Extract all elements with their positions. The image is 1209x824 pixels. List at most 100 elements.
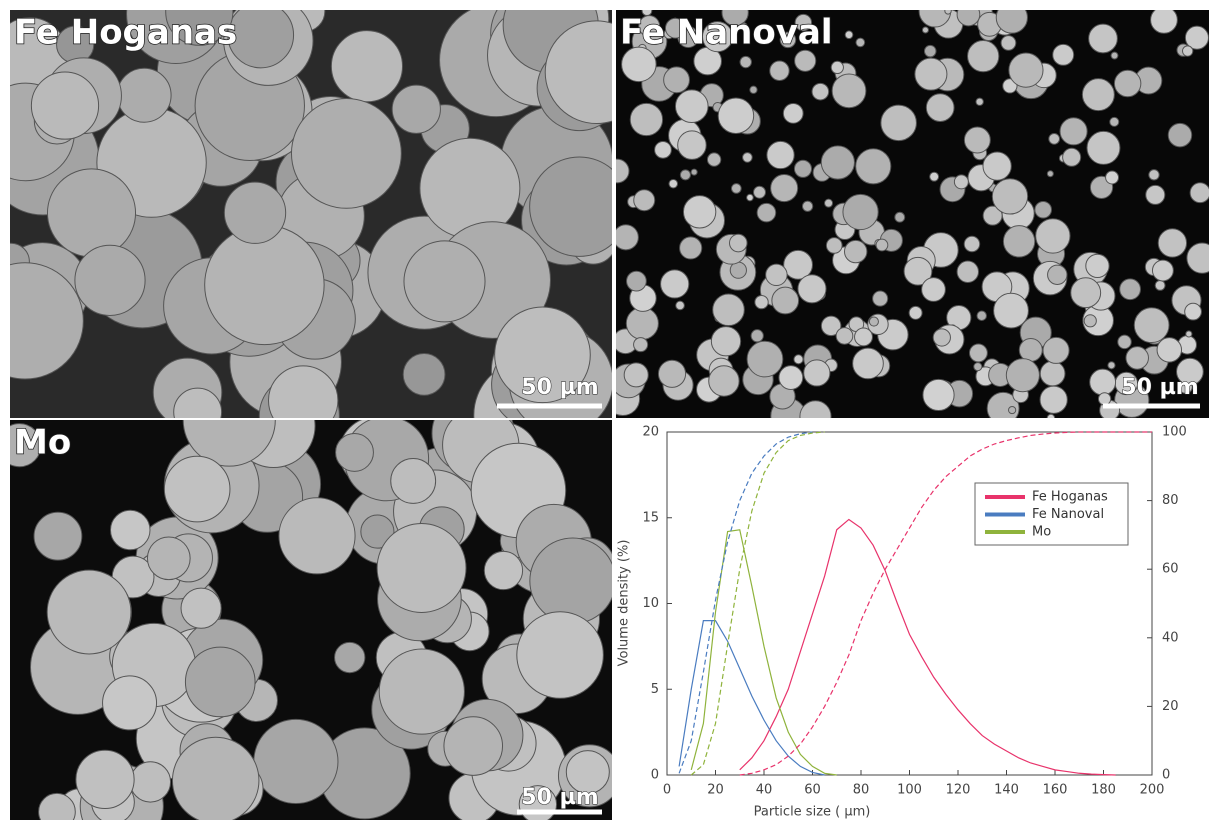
- y2-tick-label: 40: [1162, 630, 1179, 645]
- particle: [856, 38, 865, 47]
- particle: [336, 433, 374, 471]
- particle: [926, 94, 954, 122]
- particle: [1151, 7, 1178, 34]
- particle: [75, 245, 145, 315]
- particle: [767, 141, 794, 168]
- particle: [47, 169, 135, 257]
- y-tick-label: 15: [642, 510, 659, 525]
- particle: [915, 58, 947, 90]
- x-tick-label: 20: [707, 783, 724, 798]
- scale-label: 50 µm: [521, 785, 598, 810]
- y-tick-label: 10: [642, 596, 659, 611]
- legend-label: Fe Hoganas: [1032, 490, 1108, 505]
- particle: [821, 146, 854, 179]
- particle: [680, 170, 690, 180]
- particle: [740, 56, 751, 67]
- scale-label: 50 µm: [521, 375, 598, 400]
- particle: [804, 360, 830, 386]
- particle: [1106, 171, 1119, 184]
- particle: [1049, 133, 1060, 144]
- particle: [403, 353, 445, 395]
- particle: [1110, 117, 1119, 126]
- y-tick-label: 5: [651, 682, 659, 697]
- particle: [1120, 279, 1141, 300]
- particle: [1146, 185, 1165, 204]
- particle: [718, 98, 753, 133]
- particle: [826, 238, 842, 254]
- particle: [1086, 254, 1109, 277]
- particle: [391, 459, 436, 504]
- particle: [76, 750, 134, 808]
- particle: [1043, 337, 1069, 363]
- particle: [1118, 335, 1131, 348]
- particle: [630, 103, 662, 135]
- x-tick-label: 180: [1091, 783, 1116, 798]
- particle: [843, 194, 878, 229]
- particle: [377, 524, 466, 613]
- density-line: [740, 519, 1116, 775]
- x-tick-label: 100: [897, 783, 922, 798]
- particle: [747, 194, 754, 201]
- particle: [634, 190, 655, 211]
- particle: [881, 105, 916, 140]
- particle: [130, 762, 170, 802]
- particle: [254, 719, 338, 803]
- particle: [930, 172, 939, 181]
- particle: [1063, 148, 1081, 166]
- particle: [634, 338, 648, 352]
- particle: [711, 327, 740, 356]
- particle: [757, 203, 776, 222]
- y-tick-label: 20: [642, 425, 659, 440]
- particle: [754, 186, 766, 198]
- particle: [1003, 226, 1034, 257]
- particle: [795, 50, 816, 71]
- particle: [517, 612, 604, 699]
- particle: [1152, 260, 1173, 281]
- particle: [404, 241, 485, 322]
- particle: [709, 366, 739, 396]
- sem-image: [605, 0, 1209, 433]
- particle: [845, 31, 853, 39]
- particle: [185, 647, 255, 717]
- particle: [783, 103, 803, 123]
- particle: [1035, 201, 1052, 218]
- particle: [964, 236, 979, 251]
- particle: [379, 649, 464, 734]
- panel-label: Fe Hoganas: [14, 13, 237, 53]
- particle: [933, 329, 950, 346]
- particle: [1114, 70, 1140, 96]
- particle: [1126, 347, 1149, 370]
- particle: [1089, 24, 1118, 53]
- particle: [747, 341, 783, 377]
- particle: [181, 588, 221, 628]
- particle: [1134, 308, 1169, 343]
- y2-tick-label: 100: [1162, 425, 1187, 440]
- particle: [770, 61, 789, 80]
- particle: [855, 328, 873, 346]
- particle: [750, 86, 757, 93]
- particle: [47, 570, 131, 654]
- x-tick-label: 80: [853, 783, 870, 798]
- particle: [836, 328, 853, 345]
- particle: [873, 291, 888, 306]
- particle: [1155, 280, 1165, 290]
- particle: [729, 234, 747, 252]
- y-tick-label: 0: [651, 768, 659, 783]
- particle: [909, 306, 922, 319]
- particle: [627, 271, 647, 291]
- particle: [1082, 79, 1114, 111]
- particle: [923, 379, 954, 410]
- y-axis-title: Volume density (%): [617, 540, 632, 667]
- particle: [664, 67, 690, 93]
- particle: [922, 278, 946, 302]
- particle: [392, 85, 440, 133]
- particle: [743, 153, 753, 163]
- particle: [1006, 359, 1039, 392]
- particle: [707, 153, 720, 166]
- x-tick-label: 60: [804, 783, 821, 798]
- particle: [1157, 338, 1181, 362]
- particle: [661, 270, 689, 298]
- x-tick-label: 120: [946, 783, 971, 798]
- x-tick-label: 140: [994, 783, 1019, 798]
- y2-tick-label: 0: [1162, 768, 1170, 783]
